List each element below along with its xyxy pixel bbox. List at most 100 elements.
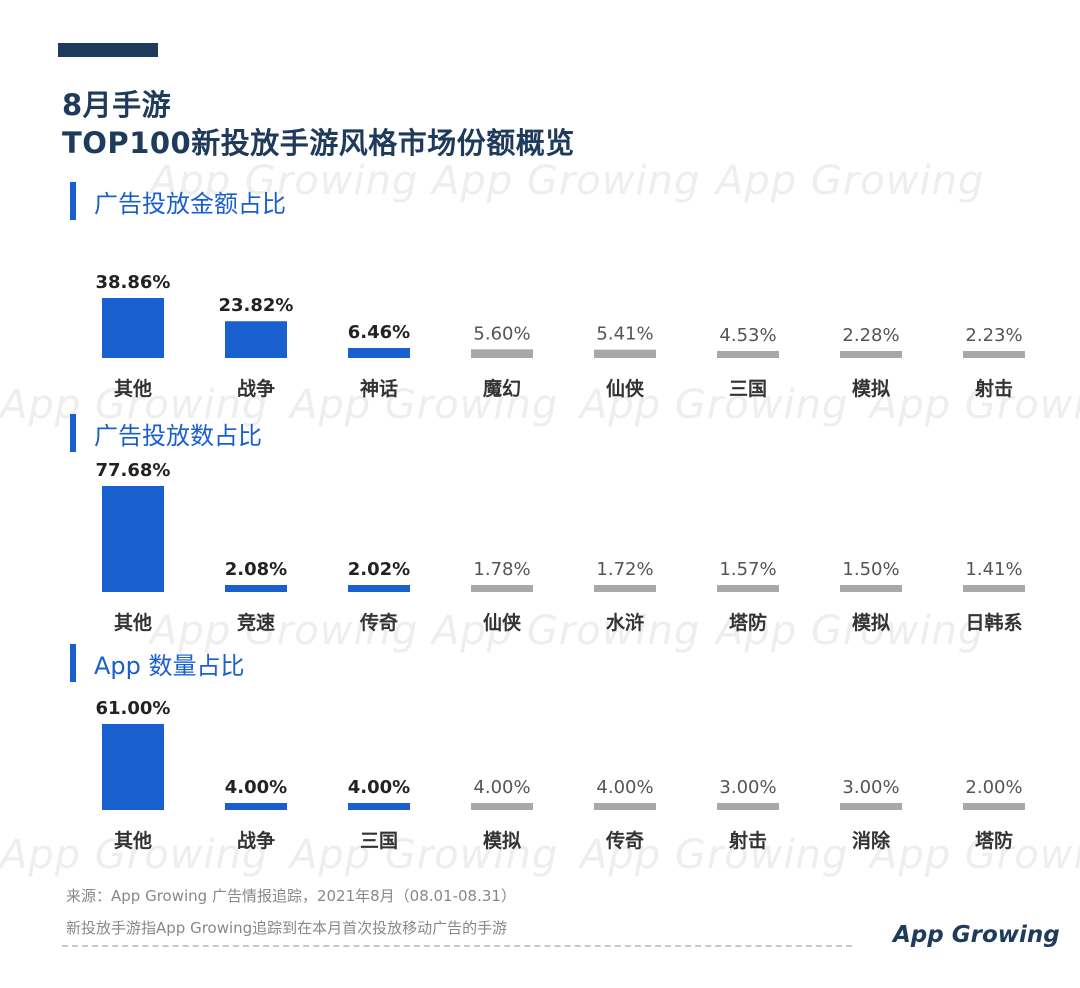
watermark: App Growing (0, 382, 269, 428)
bar (102, 298, 164, 358)
category-label: 消除 (852, 829, 891, 852)
corner-blank-area (922, 36, 1040, 148)
section-title: App 数量占比 (94, 651, 245, 680)
section-marker (70, 182, 76, 220)
section-title: 广告投放金额占比 (94, 189, 286, 218)
bar-chart-count: 77.68% 其他 2.08% 竞速 2.02% 传奇 1.78% 仙侠 1.72% 水浒 1.57… (96, 460, 1025, 634)
data-label: 5.41% (596, 324, 653, 345)
category-label: 塔防 (729, 611, 767, 634)
bar (594, 585, 656, 592)
category-label: 神话 (360, 377, 398, 400)
footer-note: 新投放手游指App Growing追踪到在本月首次投放移动广告的手游 (66, 919, 508, 937)
category-label: 传奇 (605, 829, 644, 852)
bar (348, 803, 410, 810)
category-label: 日韩系 (965, 611, 1022, 634)
bar (348, 585, 410, 592)
category-label: 塔防 (975, 829, 1013, 852)
data-label: 2.00% (965, 777, 1022, 798)
bar (963, 351, 1025, 358)
watermark: App Growing (870, 832, 1080, 878)
data-label: 6.46% (348, 322, 410, 343)
data-label: 23.82% (219, 295, 294, 316)
app-growing-logo: App Growing (893, 922, 1060, 948)
watermark: App Growing (432, 608, 701, 654)
bar (471, 803, 533, 810)
watermark: App Growing (150, 608, 419, 654)
bar (225, 803, 287, 810)
section-header: 广告投放金额占比 (70, 182, 286, 220)
bar (840, 585, 902, 592)
data-label: 38.86% (96, 272, 171, 293)
bar (348, 348, 410, 358)
chart-section-spend: 广告投放金额占比 38.86% 其他 23.82% 战争 6.46% 神话 5.60% 魔幻 5… (0, 182, 1080, 407)
header-accent-bar (58, 43, 158, 57)
bar (225, 585, 287, 592)
watermark: App Growing (870, 382, 1080, 428)
watermark: App Growing (150, 158, 419, 204)
category-label: 魔幻 (483, 377, 521, 400)
page-title-line2: TOP100新投放手游风格市场份额概览 (62, 126, 575, 160)
category-label: 战争 (237, 829, 275, 852)
section-marker (70, 414, 76, 452)
category-label: 战争 (237, 377, 275, 400)
data-label: 4.00% (348, 777, 410, 798)
section-title: 广告投放数占比 (94, 421, 262, 450)
bar (963, 585, 1025, 592)
data-label: 2.23% (965, 325, 1022, 346)
category-label: 仙侠 (606, 377, 645, 400)
category-label: 三国 (360, 830, 398, 852)
section-header: 广告投放数占比 (70, 414, 262, 452)
bar (963, 803, 1025, 810)
category-label: 模拟 (852, 377, 890, 400)
data-label: 3.00% (842, 777, 899, 798)
page-title-line1: 8月手游 (62, 88, 172, 122)
bar (102, 724, 164, 810)
bar (594, 349, 656, 358)
watermark: App Growing (290, 832, 559, 878)
category-label: 其他 (114, 377, 152, 400)
category-label: 其他 (114, 829, 152, 852)
data-label: 61.00% (96, 698, 171, 719)
category-label: 其他 (114, 611, 152, 634)
data-label: 1.50% (842, 559, 899, 580)
bar (717, 803, 779, 810)
data-label: 5.60% (473, 323, 530, 344)
watermark: App Growing (432, 158, 701, 204)
footer-divider (62, 945, 852, 947)
bar (594, 803, 656, 810)
chart-section-count: 广告投放数占比 77.68% 其他 2.08% 竞速 2.02% 传奇 1.78% 仙侠 1.7… (0, 414, 1080, 644)
category-label: 射击 (974, 377, 1013, 400)
bar (717, 351, 779, 358)
footer-source: 来源：App Growing 广告情报追踪，2021年8月（08.01-08.3… (66, 887, 516, 905)
data-label: 3.00% (719, 777, 776, 798)
watermark: App Growing (580, 832, 849, 878)
data-label: 2.08% (225, 559, 287, 580)
section-marker (70, 644, 76, 682)
category-label: 水浒 (606, 611, 644, 634)
bar (225, 321, 287, 358)
data-label: 1.41% (965, 559, 1022, 580)
data-label: 4.00% (473, 777, 530, 798)
data-label: 1.72% (596, 559, 653, 580)
category-label: 三国 (729, 378, 767, 400)
category-label: 传奇 (359, 611, 398, 634)
bar (840, 803, 902, 810)
watermark: App Growing (716, 158, 985, 204)
bar (471, 349, 533, 358)
data-label: 4.00% (596, 777, 653, 798)
watermark: App Growing (580, 382, 849, 428)
data-label: 4.00% (225, 777, 287, 798)
bar (102, 486, 164, 592)
chart-section-apps: App 数量占比 61.00% 其他 4.00% 战争 4.00% 三国 4.00% 模拟 4.… (0, 644, 1080, 869)
bar (840, 351, 902, 358)
data-label: 1.78% (473, 559, 530, 580)
watermark: App Growing (0, 832, 269, 878)
data-label: 4.53% (719, 325, 776, 346)
watermark: App Growing (716, 608, 985, 654)
bar (471, 585, 533, 592)
category-label: 模拟 (483, 829, 521, 852)
bar-chart-apps: 61.00% 其他 4.00% 战争 4.00% 三国 4.00% 模拟 4.00% 传奇 3.00… (96, 698, 1025, 852)
section-header: App 数量占比 (70, 644, 245, 682)
category-label: 射击 (728, 829, 767, 852)
category-label: 竞速 (237, 611, 275, 634)
